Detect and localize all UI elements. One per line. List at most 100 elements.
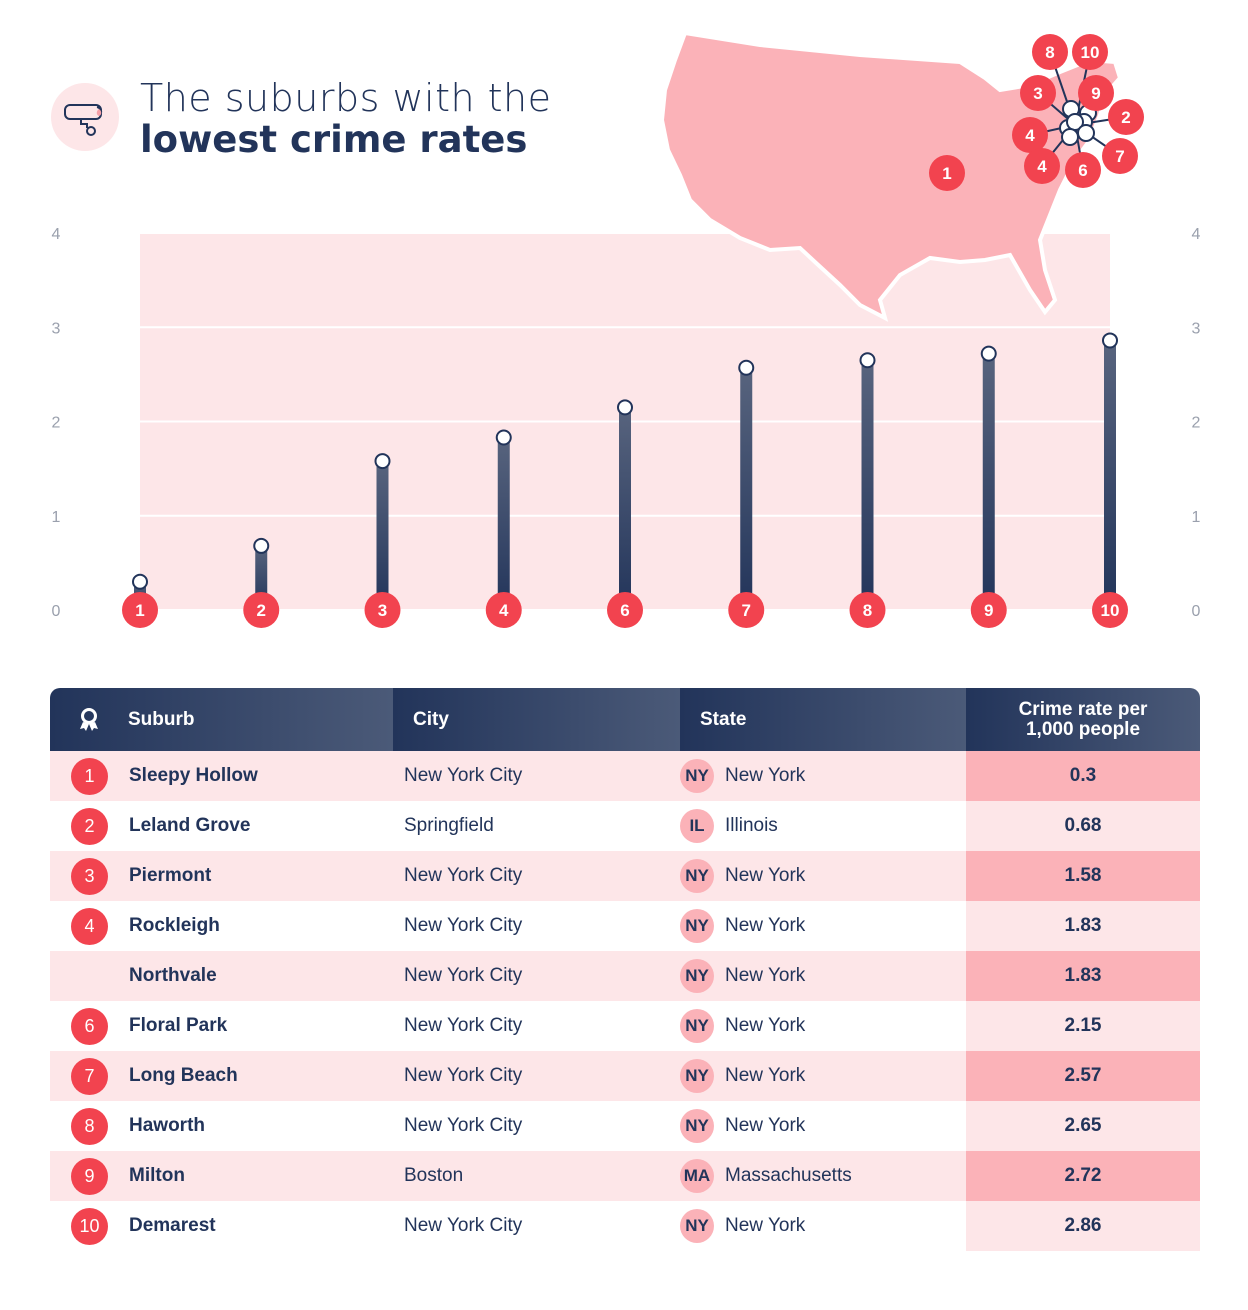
state-name: New York [725,1015,806,1036]
map-marker-label: 3 [1033,84,1042,103]
state-name: New York [725,865,806,886]
table-row: 6 Floral Park New York City NY New York 2.… [50,1001,1200,1051]
x-tick-label: 9 [984,601,993,620]
category-badge [485,592,522,628]
map-marker-label: 7 [1115,147,1124,166]
state-abbr-badge: NY [680,859,714,893]
us-map [659,30,1123,322]
category-badge [607,592,643,628]
award-icon [80,707,98,731]
state-abbr-badge: NY [680,759,714,793]
rate-cell: 2.86 [966,1201,1200,1251]
rate-cell: 2.57 [966,1051,1200,1101]
results-table: Suburb City State Crime rate per 1,000 p… [50,688,1200,1251]
map-marker [1108,99,1144,135]
x-tick-label: 3 [378,601,387,620]
rank-badge: 1 [71,757,108,795]
map-marker-label: 8 [1045,43,1054,62]
suburb-name: Haworth [129,1115,205,1136]
location-dot [1077,124,1095,142]
data-point [132,573,148,590]
y-tick-label: 2 [1192,415,1201,432]
x-tick-label: 1 [135,601,144,620]
rank-badge: 2 [71,807,108,845]
suburb-name: Demarest [129,1215,216,1236]
suburb-cell: 8 Haworth [50,1101,393,1151]
state-cell: NY New York [680,1201,966,1251]
state-name: New York [725,1115,806,1136]
state-abbr-badge: IL [680,809,714,843]
header-rate: Crime rate per 1,000 people [966,688,1200,751]
city-cell: New York City [404,915,523,936]
map-marker-label: 1 [942,164,951,183]
data-point [859,352,876,369]
rank-badge: 3 [71,857,108,895]
bar [619,407,631,610]
table-row: 3 Piermont New York City NY New York 1.58 [50,851,1200,901]
rank-badge: 7 [71,1057,108,1095]
y-tick-label: 0 [1192,603,1201,620]
y-tick-label: 3 [52,320,61,337]
x-tick-label: 4 [499,601,509,620]
state-abbr-badge: NY [680,1209,714,1243]
suburb-name: Long Beach [129,1065,238,1086]
header-label: Suburb [128,708,195,730]
rate-cell: 0.68 [966,801,1200,851]
data-point [495,429,512,446]
category-badge [364,592,401,628]
data-point [980,345,997,362]
rank-badge: 6 [71,1007,108,1045]
rate-cell: 0.3 [966,751,1200,801]
suburb-name: Milton [129,1165,185,1186]
map-marker [1024,148,1060,184]
map-marker [1012,117,1048,153]
city-cell: Boston [404,1165,464,1186]
map-marker [1020,75,1056,111]
city-cell: New York City [404,1015,523,1036]
x-tick-label: 10 [1101,601,1120,620]
header-city: City [393,688,680,751]
rate-cell: 2.72 [966,1151,1200,1201]
table-row: 4 Rockleigh New York City NY New York 1.83 [50,901,1200,951]
table-row: 10 Demarest New York City NY New York 2.86 [50,1201,1200,1251]
city-cell: New York City [404,765,523,786]
rate-cell: 1.58 [966,851,1200,901]
table-header: Suburb City State Crime rate per 1,000 p… [50,688,1200,751]
state-name: New York [725,765,806,786]
state-abbr-badge: MA [680,1159,714,1193]
map-marker-label: 6 [1078,161,1087,180]
category-badge [1092,592,1128,628]
state-name: Massachusetts [725,1165,852,1186]
bar [740,367,753,610]
x-tick-label: 8 [863,601,872,620]
state-abbr-badge: NY [680,959,714,993]
map-marker-label: 10 [1081,43,1100,62]
x-tick-label: 2 [257,601,266,620]
y-tick-label: 0 [52,603,61,620]
table-row: 9 Milton Boston MA Massachusetts 2.72 [50,1151,1200,1201]
category-badge [849,592,886,628]
suburb-cell: 4 Rockleigh [50,901,393,951]
y-tick-label: 2 [52,415,61,432]
bar [1104,340,1116,610]
y-tick-label: 4 [52,226,61,243]
map-marker-label: 2 [1121,108,1130,127]
state-cell: NY New York [680,751,966,801]
camera-icon [51,83,119,151]
suburb-name: Northvale [129,965,217,986]
table-row: 2 Leland Grove Springfield IL Illinois 0.6… [50,801,1200,851]
bar [497,437,510,610]
suburb-cell: 10 Demarest [50,1201,393,1251]
suburb-cell: 7 Long Beach [50,1051,393,1101]
bar [982,353,995,610]
suburb-name: Rockleigh [129,915,220,936]
category-badge [122,592,158,628]
y-tick-label: 1 [52,509,61,526]
suburb-cell: 2 Leland Grove [50,801,393,851]
rate-cell: 2.15 [966,1001,1200,1051]
table-row: Northvale New York City NY New York 1.83 [50,951,1200,1001]
suburb-name: Sleepy Hollow [129,765,258,786]
map-marker [1065,152,1101,188]
